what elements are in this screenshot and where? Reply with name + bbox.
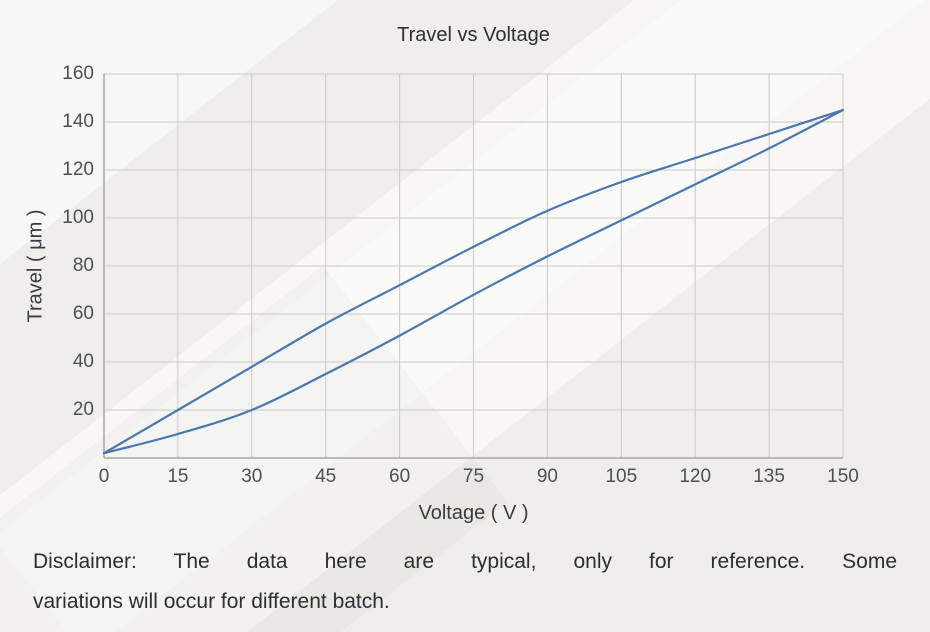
x-tick-label: 0 [98,466,110,487]
y-tick-label: 60 [72,303,94,324]
chart-title: Travel vs Voltage [397,24,550,46]
y-tick-label: 80 [72,255,94,276]
x-tick-label: 30 [241,466,263,487]
disclaimer-line-1: Disclaimer: The data here are typical, o… [33,550,897,573]
hysteresis-curve [102,108,845,455]
x-tick-label: 45 [315,466,337,487]
x-axis-label: Voltage ( V ) [418,502,529,524]
x-tick-label: 150 [827,466,859,487]
y-tick-label: 140 [62,111,94,132]
disclaimer-text: Disclaimer: The data here are typical, o… [33,542,897,622]
plot-area [102,73,845,459]
y-axis-label: Travel ( μm ) [24,209,47,323]
y-tick-label: 100 [62,207,94,228]
x-tick-label: 75 [462,466,485,487]
y-tick-label: 120 [62,159,94,180]
x-tick-label: 120 [679,466,712,487]
hysteresis-curve [102,108,845,455]
y-tick-label: 20 [72,399,94,420]
x-tick-label: 90 [536,466,558,487]
x-tick-label: 135 [753,466,785,487]
x-tick-label: 105 [605,466,638,487]
y-tick-label: 160 [62,63,94,84]
x-tick-label: 60 [389,466,411,487]
disclaimer-line-2: variations will occur for different batc… [33,590,390,613]
x-tick-label: 15 [167,466,189,487]
y-tick-label: 40 [72,351,94,372]
